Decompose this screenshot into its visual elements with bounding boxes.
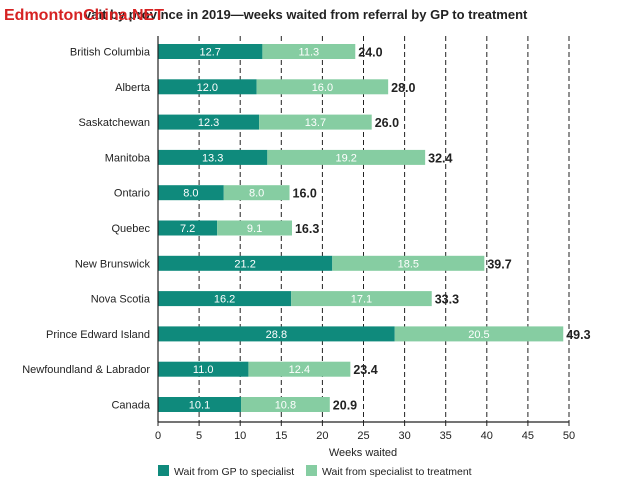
bar-value-label: 16.0 [312, 82, 333, 94]
bar-specialist-to-treatment [267, 149, 426, 165]
bar-specialist-to-treatment [332, 255, 485, 271]
x-tick-label: 35 [440, 430, 452, 442]
x-tick-label: 45 [522, 430, 534, 442]
bar-gp-to-specialist [158, 79, 257, 95]
bar-value-label: 28.8 [266, 329, 287, 341]
bar-gp-to-specialist [158, 291, 292, 307]
bar-value-label: 7.2 [180, 223, 195, 235]
category-label: Prince Edward Island [46, 329, 150, 341]
bar-value-label: 8.0 [183, 188, 198, 200]
bar-value-label: 13.7 [305, 117, 326, 129]
legend: Wait from GP to specialist Wait from spec… [158, 465, 472, 478]
category-label: Alberta [115, 82, 151, 94]
bar-total-label: 20.9 [333, 399, 357, 413]
bar-gp-to-specialist [158, 326, 395, 342]
bar-gp-to-specialist [158, 114, 260, 130]
bar-value-label: 12.0 [197, 82, 218, 94]
bar-total-label: 39.7 [487, 257, 511, 271]
bar-gp-to-specialist [158, 149, 268, 165]
bar-total-label: 49.3 [566, 328, 590, 342]
x-tick-label: 0 [155, 430, 161, 442]
bar-total-label: 24.0 [358, 46, 382, 60]
bar-specialist-to-treatment [241, 397, 330, 412]
bar-gp-to-specialist [158, 220, 218, 236]
bar-total-label: 23.4 [353, 363, 377, 377]
bar-specialist-to-treatment [248, 361, 351, 377]
category-label: Ontario [114, 188, 150, 200]
bar-value-label: 12.4 [289, 364, 310, 376]
bar-value-label: 20.5 [468, 329, 489, 341]
category-label: Manitoba [105, 152, 151, 164]
x-tick-label: 15 [275, 430, 287, 442]
category-label: Newfoundland & Labrador [22, 364, 150, 376]
bar-specialist-to-treatment [223, 185, 290, 201]
bar-specialist-to-treatment [256, 79, 389, 95]
bar-specialist-to-treatment [217, 220, 292, 236]
category-label: Nova Scotia [91, 294, 151, 306]
bar-total-label: 32.4 [428, 151, 452, 165]
bar-value-label: 11.0 [193, 364, 214, 376]
bar-value-label: 19.2 [336, 152, 357, 164]
bar-specialist-to-treatment [291, 291, 432, 307]
bar-value-label: 10.8 [275, 400, 296, 412]
bar-value-label: 21.2 [234, 258, 255, 270]
bar-gp-to-specialist [158, 185, 224, 201]
category-label: Canada [111, 400, 150, 412]
bar-total-label: 28.0 [391, 81, 415, 95]
x-axis-title: Weeks waited [329, 447, 397, 459]
legend-swatch [158, 465, 169, 476]
bar-value-label: 8.0 [249, 188, 264, 200]
bar-value-label: 18.5 [398, 258, 419, 270]
x-tick-label: 25 [357, 430, 369, 442]
bar-total-label: 26.0 [375, 116, 399, 130]
bar-value-label: 12.3 [198, 117, 219, 129]
bar-specialist-to-treatment [394, 326, 564, 342]
bar-gp-to-specialist [158, 255, 333, 271]
bar-specialist-to-treatment [262, 44, 356, 59]
x-axis: 0 5 10 15 20 25 30 35 40 45 50 [155, 36, 575, 442]
bar-value-label: 10.1 [189, 400, 210, 412]
bar-specialist-to-treatment [259, 114, 372, 130]
legend-swatch [306, 465, 317, 476]
x-tick-label: 5 [196, 430, 202, 442]
category-label: British Columbia [70, 47, 151, 59]
category-label: Saskatchewan [78, 117, 150, 129]
bar-value-label: 17.1 [351, 294, 372, 306]
category-label: New Brunswick [75, 258, 151, 270]
watermark-logo: EdmontonChina.NET [4, 7, 164, 24]
chart-title: vait by province in 2019—weeks waited fr… [84, 7, 528, 22]
bar-gp-to-specialist [158, 361, 249, 377]
bar-total-label: 16.3 [295, 222, 319, 236]
bar-total-label: 33.3 [435, 293, 459, 307]
bars: British Columbia 12.7 11.3 24.0 Alberta 12.0 1… [22, 44, 591, 413]
bar-total-label: 16.0 [293, 187, 317, 201]
bar-value-label: 9.1 [247, 223, 262, 235]
bar-gp-to-specialist [158, 44, 263, 59]
x-tick-label: 30 [398, 430, 410, 442]
bar-value-label: 11.3 [299, 47, 320, 59]
bar-value-label: 12.7 [199, 47, 220, 59]
legend-label: Wait from GP to specialist [174, 466, 294, 478]
bar-value-label: 16.2 [214, 294, 235, 306]
bar-value-label: 13.3 [202, 152, 223, 164]
x-tick-label: 20 [316, 430, 328, 442]
x-tick-label: 50 [563, 430, 575, 442]
x-tick-label: 40 [481, 430, 493, 442]
x-tick-label: 10 [234, 430, 246, 442]
category-label: Quebec [111, 223, 150, 235]
bar-gp-to-specialist [158, 397, 242, 412]
legend-label: Wait from specialist to treatment [322, 466, 472, 478]
